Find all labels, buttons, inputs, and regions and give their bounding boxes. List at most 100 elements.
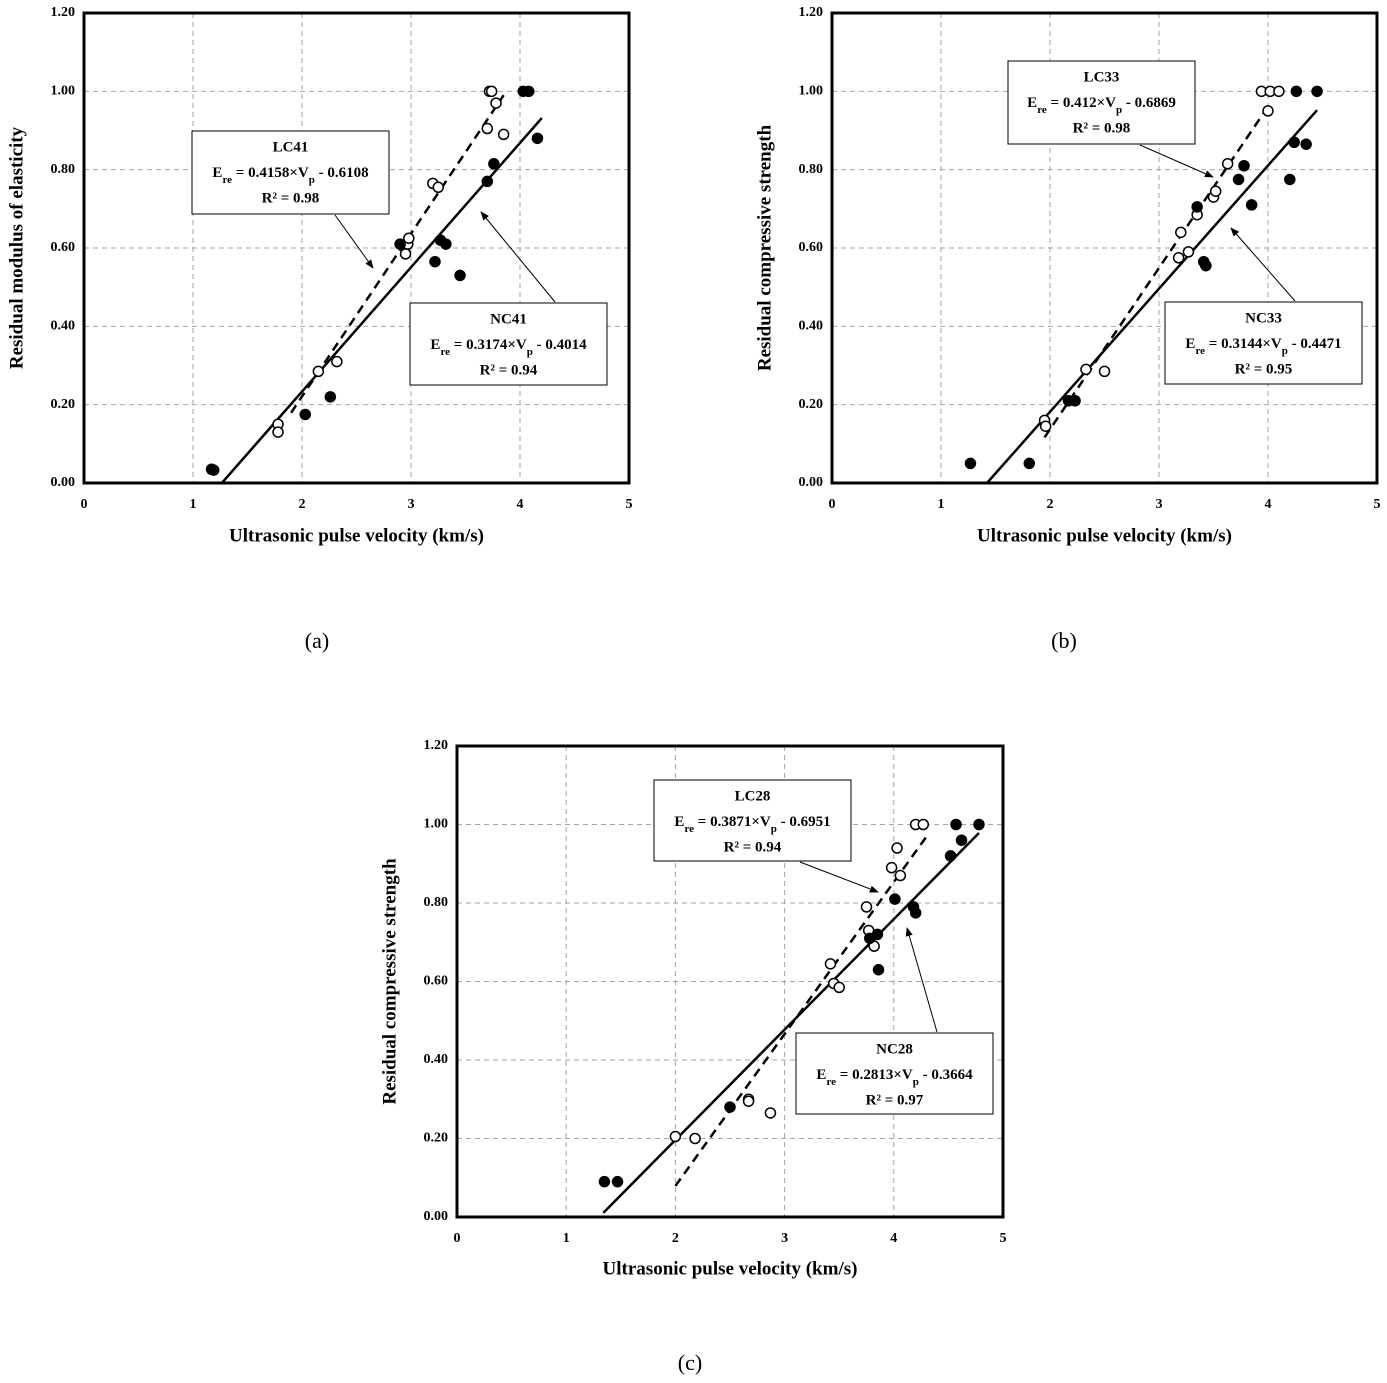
x-axis-title: Ultrasonic pulse velocity (km/s): [977, 525, 1232, 546]
annotation-box: [795, 1032, 994, 1115]
r-squared: R² = 0.94: [480, 362, 538, 378]
fit-equation: Ere = 0.4158×Vp - 0.6108: [212, 165, 368, 185]
r-squared: R² = 0.98: [262, 190, 320, 206]
data-point: [1284, 173, 1296, 186]
data-point: [955, 834, 968, 846]
y-tick-label: 0.00: [424, 1209, 449, 1224]
r-squared: R² = 0.95: [1235, 361, 1293, 377]
series-name: NC28: [876, 1041, 913, 1057]
x-tick-label: 3: [1156, 497, 1163, 512]
data-point: [885, 861, 898, 874]
equation-part: p: [913, 1076, 919, 1088]
data-point: [944, 850, 957, 862]
fit-line: [602, 832, 980, 1214]
x-tick-label: 4: [890, 1231, 897, 1246]
data-point: [894, 869, 907, 882]
equation-part: re: [222, 174, 232, 186]
data-point: [481, 175, 494, 188]
data-point: [1023, 457, 1036, 470]
y-tick-label: 0.40: [51, 319, 76, 334]
data-point: [394, 238, 406, 250]
data-point: [598, 1175, 611, 1188]
fit-line: [1043, 110, 1266, 439]
x-tick-label: 0: [81, 497, 88, 512]
x-axis-title: Ultrasonic pulse velocity (km/s): [603, 1258, 858, 1279]
series-name: NC41: [490, 311, 527, 327]
r-squared: R² = 0.98: [1073, 120, 1131, 136]
equation-part: re: [1195, 345, 1205, 357]
data-point: [724, 1101, 736, 1113]
data-point: [481, 122, 494, 135]
fit-line: [674, 835, 928, 1187]
equation-part: re: [1037, 104, 1047, 116]
data-point: [324, 391, 337, 403]
equation-part: re: [826, 1076, 836, 1088]
y-tick-label: 0.00: [51, 475, 76, 490]
data-point: [889, 893, 901, 905]
y-tick-label: 0.20: [424, 1131, 449, 1146]
data-point: [399, 248, 412, 260]
data-point: [1273, 85, 1285, 98]
x-tick-label: 1: [563, 1231, 570, 1246]
r-squared: R² = 0.97: [866, 1092, 924, 1108]
data-point: [909, 907, 922, 919]
annotation-arrow: [905, 927, 938, 1033]
data-point: [833, 981, 845, 994]
y-tick-label: 1.00: [799, 84, 824, 99]
data-point: [1191, 201, 1203, 213]
series-name: LC33: [1084, 69, 1120, 85]
data-point: [1290, 85, 1303, 98]
x-tick-label: 0: [829, 497, 836, 512]
x-tick-label: 5: [1000, 1231, 1007, 1246]
data-point: [488, 158, 500, 170]
y-axis-title: Residual compressive strength: [754, 124, 775, 371]
data-point: [331, 355, 343, 368]
equation-part: E: [816, 1067, 826, 1083]
y-tick-label: 0.40: [799, 319, 824, 334]
data-point: [440, 238, 452, 250]
plot-frame: [455, 744, 1005, 1219]
caption: (b): [1051, 628, 1077, 653]
y-tick-label: 1.00: [424, 817, 449, 832]
data-point: [1262, 105, 1274, 117]
data-point: [1209, 185, 1222, 197]
annotation-box: [1164, 301, 1363, 385]
data-point: [1098, 365, 1111, 378]
y-tick-label: 1.20: [799, 5, 824, 20]
data-point: [531, 132, 544, 145]
y-axis-title: Residual compressive strength: [379, 858, 400, 1105]
annotation-box: [409, 302, 608, 386]
equation-part: p: [1282, 345, 1288, 357]
data-point: [764, 1107, 777, 1119]
x-tick-label: 5: [626, 497, 633, 512]
equation-part: = 0.3871×V: [694, 814, 771, 830]
fit-equation: Ere = 0.3144×Vp - 0.4471: [1185, 336, 1341, 356]
equation-part: - 0.4014: [533, 337, 587, 353]
annotation-box: [1007, 60, 1196, 145]
fit-equation: Ere = 0.3174×Vp - 0.4014: [430, 337, 587, 357]
equation-part: = 0.2813×V: [836, 1067, 913, 1083]
data-point: [611, 1175, 624, 1188]
equation-part: - 0.6951: [777, 814, 831, 830]
y-tick-label: 0.60: [51, 240, 76, 255]
y-tick-label: 0.20: [51, 397, 76, 412]
data-point: [1300, 138, 1312, 150]
data-point: [1172, 252, 1185, 264]
annotation-arrow: [480, 211, 556, 303]
equation-part: E: [1185, 336, 1195, 352]
x-tick-label: 5: [1374, 497, 1381, 512]
annotation-arrow: [334, 214, 374, 269]
data-point: [689, 1132, 701, 1145]
fit-line: [290, 94, 505, 414]
x-tick-label: 3: [408, 497, 415, 512]
equation-part: - 0.6108: [315, 165, 369, 181]
data-point: [669, 1130, 682, 1143]
data-point: [1221, 158, 1234, 170]
data-point: [1069, 395, 1081, 407]
caption: (a): [305, 628, 329, 653]
x-axis-title: Ultrasonic pulse velocity (km/s): [229, 525, 484, 546]
data-point: [891, 842, 903, 854]
x-tick-label: 2: [672, 1231, 679, 1246]
series-name: LC41: [273, 139, 309, 155]
